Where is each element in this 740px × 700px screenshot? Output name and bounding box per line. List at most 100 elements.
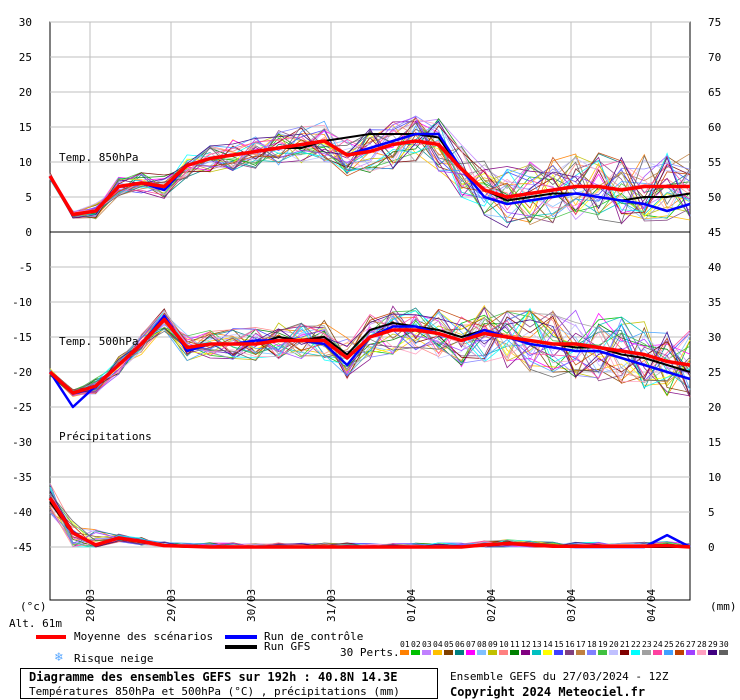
pert-number: 07 bbox=[466, 640, 476, 649]
pert-number: 19 bbox=[598, 640, 608, 649]
altitude-label: Alt. 61m bbox=[9, 617, 62, 630]
pert-swatch bbox=[620, 650, 629, 655]
left-tick-label: -45 bbox=[12, 541, 32, 554]
legend-label-control: Run de contrôle bbox=[264, 630, 364, 643]
pert-number: 17 bbox=[576, 640, 586, 649]
panel-label-850: Temp. 850hPa bbox=[59, 151, 138, 164]
pert-number: 26 bbox=[675, 640, 685, 649]
pert-swatch bbox=[477, 650, 486, 655]
pert-number: 05 bbox=[444, 640, 454, 649]
left-tick-label: 15 bbox=[19, 121, 32, 134]
pert-number: 16 bbox=[565, 640, 575, 649]
pert-swatch bbox=[697, 650, 706, 655]
x-tick-label: 28/03 bbox=[84, 589, 97, 622]
x-tick-label: 31/03 bbox=[325, 589, 338, 622]
right-tick-label: 60 bbox=[708, 121, 721, 134]
perturbation-line bbox=[49, 118, 691, 223]
perturbation-line bbox=[49, 493, 691, 548]
pert-swatch bbox=[686, 650, 695, 655]
pert-number: 06 bbox=[455, 640, 465, 649]
perturbation-line bbox=[49, 482, 691, 548]
pert-swatch bbox=[576, 650, 585, 655]
perturbation-line bbox=[49, 122, 691, 224]
left-tick-label: 10 bbox=[19, 156, 32, 169]
right-tick-label: 5 bbox=[708, 506, 715, 519]
legend-swatch-gfs bbox=[225, 645, 257, 649]
pert-number: 09 bbox=[488, 640, 498, 649]
right-tick-label: 15 bbox=[708, 436, 721, 449]
run-label: Ensemble GEFS du 27/03/2024 - 12Z bbox=[450, 670, 669, 683]
left-tick-label: -10 bbox=[12, 296, 32, 309]
perturbation-line bbox=[49, 309, 691, 394]
pert-swatch bbox=[653, 650, 662, 655]
pert-swatch bbox=[422, 650, 431, 655]
pert-swatch bbox=[499, 650, 508, 655]
series-line-mean bbox=[48, 497, 691, 549]
pert-number: 03 bbox=[422, 640, 432, 649]
perturbation-line bbox=[49, 483, 691, 548]
right-tick-label: 45 bbox=[708, 226, 721, 239]
left-unit: (°c) bbox=[20, 600, 47, 613]
right-tick-label: 20 bbox=[708, 401, 721, 414]
pert-swatch bbox=[719, 650, 728, 655]
perturbation-line bbox=[49, 487, 690, 548]
pert-swatch bbox=[510, 650, 519, 655]
pert-number: 08 bbox=[477, 640, 487, 649]
pert-swatch bbox=[598, 650, 607, 655]
perturbation-line bbox=[49, 120, 691, 219]
right-tick-label: 50 bbox=[708, 191, 721, 204]
pert-number: 21 bbox=[620, 640, 630, 649]
left-tick-label: -30 bbox=[12, 436, 32, 449]
pert-number: 30 bbox=[719, 640, 729, 649]
perturbation-line bbox=[49, 487, 691, 548]
pert-swatch bbox=[642, 650, 651, 655]
footer-subtitle: Températures 850hPa et 500hPa (°C) , pré… bbox=[29, 685, 400, 698]
perturbation-line bbox=[49, 489, 691, 548]
pert-number: 04 bbox=[433, 640, 443, 649]
left-tick-label: 0 bbox=[25, 226, 32, 239]
right-tick-label: 30 bbox=[708, 331, 721, 344]
main-series-lines bbox=[48, 132, 691, 549]
pert-number: 22 bbox=[631, 640, 641, 649]
x-tick-label: 02/04 bbox=[485, 589, 498, 622]
perturbation-line bbox=[49, 309, 691, 398]
series-line-mean bbox=[48, 317, 691, 395]
pert-swatch bbox=[565, 650, 574, 655]
pert-number: 11 bbox=[510, 640, 520, 649]
left-tick-label: -15 bbox=[12, 331, 32, 344]
perturbation-line bbox=[49, 311, 691, 393]
perturbation-line bbox=[49, 116, 691, 215]
pert-number: 14 bbox=[543, 640, 553, 649]
pert-number: 27 bbox=[686, 640, 696, 649]
left-tick-label: 20 bbox=[19, 86, 32, 99]
right-tick-label: 70 bbox=[708, 51, 721, 64]
snowflake-icon: ❄ bbox=[55, 650, 63, 665]
perturbation-lines bbox=[49, 115, 691, 548]
pert-number: 01 bbox=[400, 640, 410, 649]
perturbation-line bbox=[49, 490, 691, 548]
perturbation-line bbox=[49, 490, 691, 548]
pert-number: 10 bbox=[499, 640, 509, 649]
pert-swatch bbox=[675, 650, 684, 655]
left-tick-label: -40 bbox=[12, 506, 32, 519]
x-tick-label: 30/03 bbox=[245, 589, 258, 622]
right-tick-label: 10 bbox=[708, 471, 721, 484]
x-tick-label: 04/04 bbox=[645, 589, 658, 622]
series-line-control bbox=[48, 132, 691, 216]
pert-swatch bbox=[664, 650, 673, 655]
pert-number: 02 bbox=[411, 640, 421, 649]
pert-number: 15 bbox=[554, 640, 564, 649]
pert-swatch bbox=[444, 650, 453, 655]
perturbation-line bbox=[49, 118, 691, 213]
pert-swatch bbox=[466, 650, 475, 655]
pert-number: 24 bbox=[653, 640, 663, 649]
left-tick-label: 25 bbox=[19, 51, 32, 64]
pert-number: 28 bbox=[697, 640, 707, 649]
perturbation-line bbox=[49, 309, 691, 394]
left-tick-label: -5 bbox=[19, 261, 32, 274]
title-box: Diagramme des ensembles GEFS sur 192h : … bbox=[20, 668, 438, 699]
legend-label-perts: 30 Perts. bbox=[340, 646, 400, 659]
perturbation-line bbox=[49, 484, 690, 548]
pert-swatch bbox=[488, 650, 497, 655]
pert-number: 12 bbox=[521, 640, 531, 649]
